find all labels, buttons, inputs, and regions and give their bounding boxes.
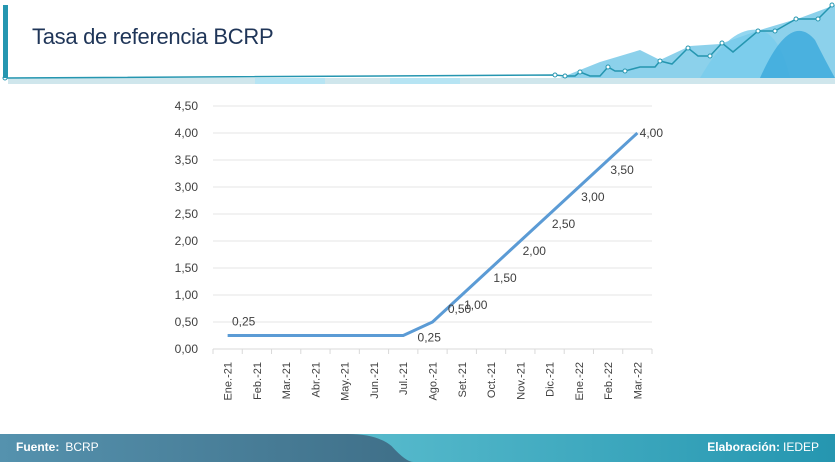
header: Tasa de referencia BCRP bbox=[0, 0, 835, 86]
series-line bbox=[227, 131, 639, 337]
footer-background bbox=[0, 434, 835, 462]
y-tick-label: 2,00 bbox=[175, 234, 199, 248]
data-label: 1,50 bbox=[493, 271, 517, 285]
x-tick-label: Nov.-21 bbox=[515, 362, 527, 400]
x-tick-label: Mar.-22 bbox=[632, 362, 644, 399]
y-tick-label: 2,50 bbox=[175, 207, 199, 221]
y-tick-label: 4,00 bbox=[175, 126, 199, 140]
y-tick-label: 4,50 bbox=[175, 99, 199, 113]
accent-bar bbox=[3, 5, 8, 78]
line-chart: 0,000,501,001,502,002,503,003,504,004,50… bbox=[175, 99, 664, 401]
data-label: 3,00 bbox=[581, 190, 605, 204]
x-tick-label: May.-21 bbox=[340, 362, 352, 401]
data-label: 2,50 bbox=[552, 217, 576, 231]
y-tick-label: 3,00 bbox=[175, 180, 199, 194]
y-tick-label: 1,00 bbox=[175, 288, 199, 302]
x-tick-label: Oct.-21 bbox=[486, 362, 498, 398]
x-tick-label: Ago.-21 bbox=[428, 362, 440, 401]
x-tick-label: Feb.-21 bbox=[252, 362, 264, 400]
credit-value: IEDEP bbox=[782, 440, 819, 454]
header-decoration bbox=[2, 2, 835, 84]
x-tick-label: Set.-21 bbox=[457, 362, 469, 397]
source-label: Fuente: bbox=[16, 440, 60, 454]
data-label: 0,25 bbox=[232, 315, 256, 329]
data-label: 3,50 bbox=[610, 163, 634, 177]
data-label: 1,00 bbox=[464, 298, 488, 312]
page-title: Tasa de referencia BCRP bbox=[32, 24, 274, 49]
data-label: 4,00 bbox=[640, 126, 664, 140]
x-tick-label: Abr.-21 bbox=[310, 362, 322, 397]
x-tick-label: Jul.-21 bbox=[398, 362, 410, 395]
source-value: BCRP bbox=[65, 440, 99, 454]
footer: Fuente: BCRP Elaboración: IEDEP bbox=[0, 434, 835, 462]
y-tick-label: 3,50 bbox=[175, 153, 199, 167]
x-tick-label: Feb.-22 bbox=[603, 362, 615, 400]
x-tick-label: Jun.-21 bbox=[369, 362, 381, 399]
x-tick-label: Ene.-21 bbox=[223, 362, 235, 401]
data-label: 0,25 bbox=[418, 331, 442, 345]
y-tick-label: 0,50 bbox=[175, 315, 199, 329]
credit-label: Elaboración: bbox=[707, 440, 780, 454]
x-tick-label: Ene.-22 bbox=[574, 362, 586, 401]
data-label: 0,50 bbox=[448, 302, 472, 316]
y-tick-label: 1,50 bbox=[175, 261, 199, 275]
y-tick-label: 0,00 bbox=[175, 342, 199, 356]
data-label: 2,00 bbox=[523, 244, 547, 258]
x-tick-label: Mar.-21 bbox=[281, 362, 293, 399]
x-tick-label: Dic.-21 bbox=[545, 362, 557, 397]
